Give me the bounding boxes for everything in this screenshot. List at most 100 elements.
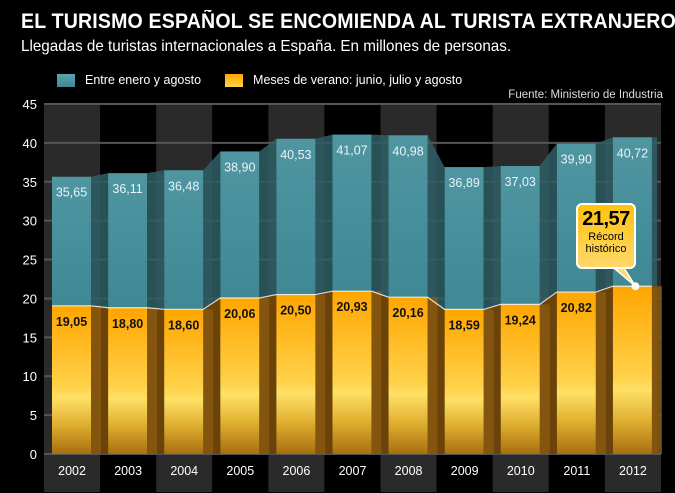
bar-verano: [500, 304, 540, 454]
bar-verano: [164, 309, 204, 454]
y-tick-label: 45: [23, 97, 37, 112]
bar-enero-agosto: [388, 135, 428, 298]
chart-title: EL TURISMO ESPAÑOL SE ENCOMIENDA AL TURI…: [21, 10, 675, 33]
orange-side: [539, 304, 550, 454]
legend-item-verano: Meses de verano: junio, julio y agosto: [225, 73, 462, 87]
teal-connector: [651, 137, 657, 287]
orange-side: [371, 291, 382, 454]
x-tick-label: 2004: [170, 464, 198, 478]
bar-verano: [612, 286, 652, 454]
teal-connector: [539, 143, 557, 305]
record-point-marker: [631, 282, 640, 291]
bar-verano: [388, 297, 428, 454]
data-label-verano: 20,50: [280, 304, 311, 318]
data-label-enero-agosto: 41,07: [336, 144, 367, 158]
bar-verano: [556, 292, 596, 454]
teal-connector: [483, 165, 501, 310]
orange-side: [315, 294, 326, 454]
orange-side: [203, 309, 214, 454]
y-tick-label: 5: [30, 408, 37, 423]
data-label-verano: 18,80: [112, 317, 143, 331]
orange-side: [483, 309, 494, 454]
x-tick-label: 2010: [507, 464, 535, 478]
bar-verano: [276, 294, 316, 454]
bar-enero-agosto: [500, 165, 540, 305]
legend-swatch-teal: [57, 73, 75, 87]
y-tick-label: 0: [30, 447, 37, 462]
x-tick-label: 2008: [395, 464, 423, 478]
x-tick-label: 2011: [563, 464, 590, 478]
data-label-verano: 18,59: [448, 318, 479, 332]
orange-side: [651, 286, 662, 454]
bar-enero-agosto: [332, 134, 372, 292]
teal-connector: [147, 170, 165, 310]
orange-side: [91, 305, 101, 454]
legend-label: Meses de verano: junio, julio y agosto: [253, 73, 463, 87]
data-label-enero-agosto: 40,53: [280, 148, 311, 162]
bar-enero-agosto: [108, 173, 148, 308]
data-label-verano: 18,60: [168, 318, 199, 332]
data-label-verano: 19,24: [505, 313, 536, 327]
record-value: 21,57: [582, 208, 630, 230]
bar-verano: [444, 309, 484, 454]
chart-subtitle: Llegadas de turistas internacionales a E…: [21, 38, 512, 55]
teal-connector: [315, 134, 333, 295]
bar-verano: [108, 307, 148, 454]
record-label-2: histórico: [585, 243, 627, 255]
y-tick-label: 30: [23, 214, 37, 229]
orange-side: [427, 297, 438, 454]
data-label-enero-agosto: 40,72: [617, 146, 648, 160]
orange-side: [595, 292, 606, 454]
data-label-enero-agosto: 35,65: [56, 186, 87, 200]
data-label-enero-agosto: 36,48: [168, 179, 199, 193]
legend-label: Entre enero y agosto: [85, 73, 202, 87]
teal-connector: [91, 173, 109, 308]
teal-connector: [203, 151, 221, 310]
teal-connector: [371, 134, 389, 298]
bar-verano: [220, 297, 260, 454]
orange-side: [147, 307, 158, 454]
data-label-verano: 20,93: [336, 300, 367, 314]
bar-enero-agosto: [276, 138, 316, 295]
y-tick-label: 40: [23, 136, 37, 151]
data-label-enero-agosto: 39,90: [561, 153, 592, 167]
bar-verano: [52, 305, 91, 454]
x-tick-label: 2009: [451, 464, 479, 478]
bar-enero-agosto: [220, 151, 260, 298]
data-label-enero-agosto: 36,11: [112, 182, 142, 196]
data-label-verano: 20,06: [224, 307, 255, 321]
data-label-enero-agosto: 36,89: [448, 176, 479, 190]
y-tick-label: 15: [23, 330, 37, 345]
data-label-verano: 20,16: [392, 306, 423, 320]
bar-verano: [332, 291, 372, 454]
y-tick-label: 35: [23, 175, 37, 190]
data-label-enero-agosto: 38,90: [224, 160, 255, 174]
x-tick-label: 2012: [619, 464, 647, 478]
data-label-verano: 19,05: [56, 315, 87, 329]
data-label-enero-agosto: 40,98: [392, 144, 423, 158]
source-note: Fuente: Ministerio de Industria: [508, 89, 663, 101]
x-tick-label: 2005: [226, 464, 254, 478]
record-label-1: Récord: [588, 231, 624, 243]
x-tick-label: 2007: [339, 464, 367, 478]
legend-swatch-orange: [225, 73, 244, 87]
y-tick-label: 10: [23, 369, 37, 384]
orange-side: [259, 297, 270, 454]
bar-enero-agosto: [444, 167, 484, 310]
teal-connector: [427, 135, 445, 310]
bar-enero-agosto: [164, 170, 204, 310]
data-label-enero-agosto: 37,03: [505, 175, 536, 189]
y-tick-label: 20: [23, 291, 37, 306]
bar-enero-agosto: [52, 176, 91, 306]
y-tick-label: 25: [23, 253, 37, 268]
data-label-verano: 20,82: [561, 301, 592, 315]
record-callout: 21,57 Récord histórico: [576, 203, 636, 269]
x-tick-label: 2006: [283, 464, 311, 478]
legend-item-enero-agosto: Entre enero y agosto: [57, 73, 201, 87]
x-tick-label: 2003: [114, 464, 142, 478]
teal-connector: [259, 138, 277, 298]
x-tick-label: 2002: [58, 464, 86, 478]
summer-top-line: [52, 285, 652, 311]
legend: Entre enero y agosto Meses de verano: ju…: [57, 73, 486, 87]
